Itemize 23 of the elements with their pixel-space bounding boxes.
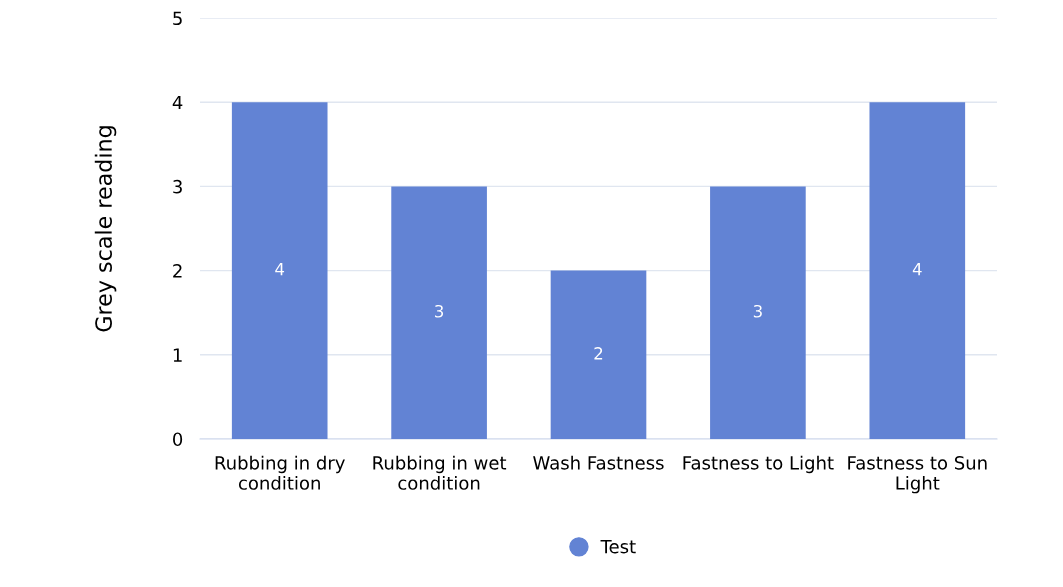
data-label: 3: [753, 304, 762, 318]
bar: [391, 186, 487, 439]
x-tick-label: Rubbing in dry condition: [215, 455, 345, 490]
x-tick-label: Rubbing in wet condition: [373, 455, 507, 490]
bar: [231, 102, 328, 439]
y-axis-title: Grey scale reading: [94, 126, 117, 332]
y-tick-label: 1: [173, 348, 182, 362]
data-label: 3: [435, 304, 444, 318]
x-tick-label: Fastness to Sun Light: [848, 455, 987, 494]
y-tick-label: 3: [173, 179, 182, 194]
y-tick-label: 0: [173, 432, 183, 447]
x-tick-label: Fastness to Light: [683, 455, 834, 474]
y-tick-label: 4: [172, 95, 183, 110]
bar: [869, 102, 966, 439]
y-tick-label: 5: [173, 11, 182, 26]
bar: [550, 270, 647, 439]
data-label: 4: [275, 263, 285, 276]
legend-label: Test: [600, 540, 636, 554]
data-label: 4: [912, 263, 922, 276]
bar: [710, 186, 806, 439]
x-tick-label: Wash Fastness: [533, 455, 664, 470]
y-tick-label: 2: [173, 264, 182, 278]
data-label: 2: [594, 347, 603, 360]
